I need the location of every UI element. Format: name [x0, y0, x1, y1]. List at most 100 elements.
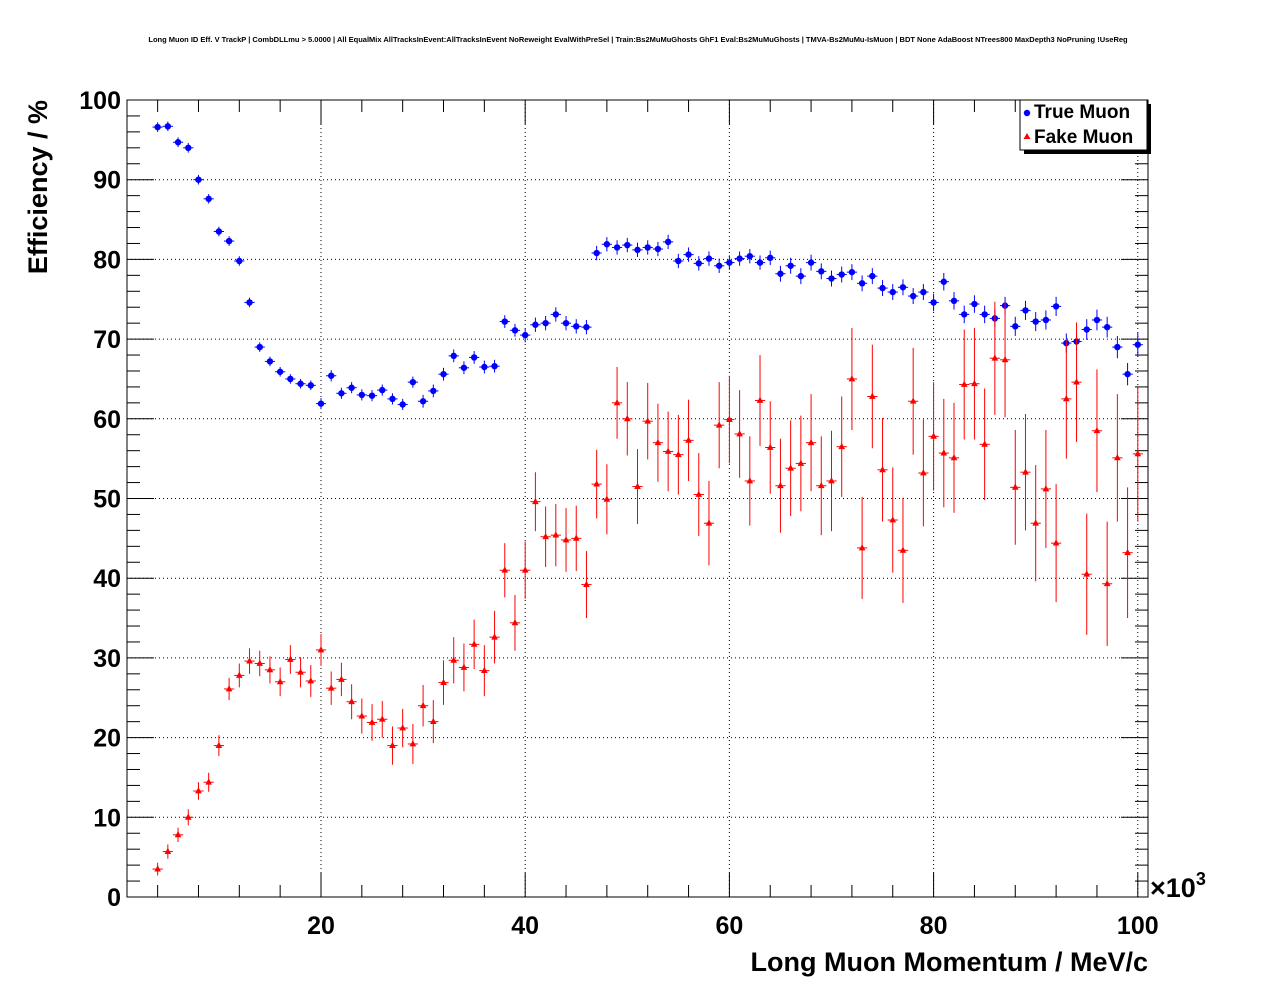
data-point-true-muon [205, 195, 212, 203]
data-point-fake-muon [174, 831, 182, 838]
data-point-fake-muon [450, 656, 458, 663]
data-point-true-muon [675, 257, 682, 265]
data-point-true-muon [1012, 323, 1019, 330]
data-point-true-muon [838, 271, 845, 278]
data-point-true-muon [256, 343, 263, 351]
data-point-fake-muon [195, 787, 202, 794]
x-tick-label: 100 [1117, 912, 1159, 940]
data-point-fake-muon [756, 396, 764, 403]
data-point-true-muon [358, 391, 366, 399]
data-point-true-muon [317, 400, 325, 407]
data-point-fake-muon [430, 717, 437, 725]
data-point-true-muon [501, 318, 508, 325]
data-point-fake-muon [1124, 548, 1131, 556]
data-point-fake-muon [726, 415, 733, 422]
data-point-true-muon [899, 284, 907, 291]
data-point-fake-muon [1011, 483, 1019, 490]
data-point-true-muon [613, 244, 621, 251]
y-axis-title: Efficiency / % [23, 100, 53, 274]
data-point-fake-muon [215, 741, 223, 748]
data-point-true-muon [818, 268, 825, 275]
data-point-true-muon [174, 139, 182, 146]
x-tick-label: 80 [920, 912, 948, 940]
data-point-fake-muon [348, 697, 355, 705]
data-point-fake-muon [338, 675, 345, 682]
data-point-true-muon [1134, 341, 1141, 348]
data-point-fake-muon [603, 495, 611, 502]
data-point-fake-muon [440, 678, 447, 686]
data-point-true-muon [971, 300, 978, 308]
y-tick-label: 100 [79, 87, 121, 115]
data-point-fake-muon [572, 534, 580, 541]
data-point-true-muon [297, 380, 304, 387]
data-point-fake-muon [1022, 468, 1029, 475]
data-point-fake-muon [256, 659, 264, 666]
data-point-fake-muon [950, 454, 958, 461]
data-point-fake-muon [409, 740, 417, 747]
data-point-fake-muon [266, 666, 274, 673]
data-point-true-muon [246, 299, 253, 306]
data-point-true-muon [777, 270, 784, 277]
data-point-fake-muon [920, 469, 927, 476]
data-point-true-muon [858, 280, 866, 287]
data-point-fake-muon [675, 450, 682, 458]
data-point-fake-muon [869, 392, 876, 399]
data-point-true-muon [603, 241, 611, 248]
data-point-true-muon [787, 262, 794, 269]
data-point-true-muon [389, 395, 396, 403]
data-point-fake-muon [225, 685, 233, 692]
data-points [152, 121, 1143, 876]
data-point-fake-muon [981, 440, 988, 447]
data-point-true-muon [195, 176, 202, 183]
data-point-fake-muon [1052, 539, 1060, 546]
data-point-fake-muon [664, 447, 672, 454]
data-point-true-muon [664, 238, 672, 246]
data-point-fake-muon [879, 466, 886, 473]
x-tick-label: 20 [307, 912, 335, 940]
x-multiplier-base: ×10 [1150, 873, 1196, 903]
data-point-fake-muon [1032, 519, 1039, 526]
data-point-fake-muon [399, 724, 406, 731]
y-tick-label: 90 [93, 167, 121, 195]
data-point-fake-muon [419, 701, 427, 709]
data-point-fake-muon [389, 741, 396, 748]
data-point-fake-muon [807, 438, 815, 446]
data-point-true-muon [379, 386, 386, 394]
data-point-true-muon [756, 259, 764, 266]
data-point-fake-muon [368, 718, 376, 725]
data-point-fake-muon [1083, 570, 1091, 577]
data-point-fake-muon [858, 544, 866, 551]
data-point-fake-muon [1103, 579, 1111, 587]
data-point-true-muon [511, 327, 519, 334]
data-point-true-muon [521, 331, 529, 339]
data-point-fake-muon [378, 715, 386, 722]
data-point-true-muon [215, 228, 223, 235]
data-point-true-muon [1124, 370, 1131, 378]
series-true-muon [152, 121, 1143, 411]
data-point-true-muon [542, 319, 549, 327]
data-point-true-muon [1052, 303, 1060, 310]
x-axis-title: Long Muon Momentum / MeV/c [751, 947, 1148, 977]
data-point-fake-muon [960, 380, 968, 387]
data-point-fake-muon [705, 519, 713, 526]
data-point-true-muon [419, 398, 427, 405]
data-point-fake-muon [991, 354, 999, 361]
data-point-true-muon [950, 297, 958, 305]
data-point-fake-muon [481, 666, 488, 674]
legend-marker-fake-muon [1023, 133, 1031, 139]
data-point-true-muon [624, 241, 631, 249]
data-point-true-muon [1042, 316, 1050, 324]
data-point-true-muon [940, 278, 947, 285]
data-point-true-muon [848, 268, 856, 276]
y-tick-label: 50 [93, 486, 121, 514]
x-tick-label: 40 [511, 912, 539, 940]
data-point-true-muon [654, 245, 662, 253]
data-point-true-muon [746, 253, 754, 260]
y-tick-label: 10 [93, 804, 121, 832]
tick-labels: 0 10 20 30 40 50 60 70 80 90 100 20 40 60 80 100 [79, 87, 1158, 940]
legend-label-true-muon: True Muon [1034, 102, 1130, 123]
data-point-fake-muon [1114, 454, 1121, 461]
data-point-fake-muon [184, 813, 192, 820]
data-point-true-muon [481, 363, 488, 371]
